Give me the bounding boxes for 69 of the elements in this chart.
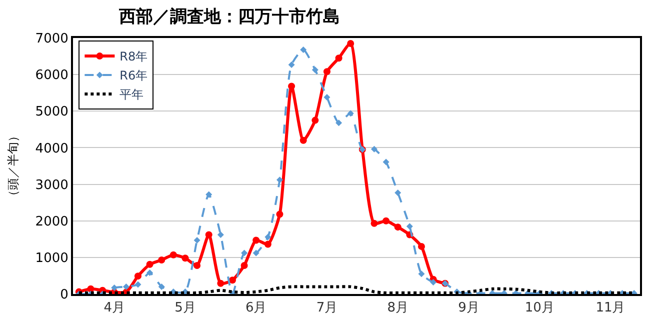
point: [205, 231, 212, 238]
y-tick-label: 7000: [35, 32, 68, 47]
point: [146, 270, 154, 276]
x-tick-label: 5月: [174, 300, 196, 316]
point: [276, 176, 283, 184]
point: [134, 272, 142, 280]
x-tick-label: 9月: [458, 300, 480, 316]
point: [134, 281, 142, 288]
y-tick-label: 1000: [35, 250, 68, 266]
point: [87, 285, 94, 292]
y-tick-label: 5000: [35, 104, 68, 120]
point: [370, 220, 378, 227]
point: [288, 82, 296, 90]
point: [276, 210, 284, 218]
point: [158, 283, 165, 290]
point: [300, 136, 307, 144]
point: [146, 260, 154, 268]
point: [252, 236, 260, 244]
y-tick-label: 2000: [35, 214, 68, 230]
point: [194, 262, 201, 269]
point: [418, 242, 425, 250]
x-tick-label: 7月: [316, 300, 338, 316]
point: [347, 40, 354, 47]
point: [382, 158, 390, 166]
point: [370, 146, 378, 152]
legend-label: 平年: [120, 88, 144, 102]
point: [418, 270, 425, 278]
point: [217, 280, 224, 287]
x-tick-label: 4月: [104, 300, 125, 316]
point: [252, 250, 260, 256]
point: [347, 110, 354, 117]
y-tick-label: 6000: [35, 68, 68, 84]
point: [111, 284, 118, 292]
point: [300, 46, 307, 53]
point: [228, 276, 236, 284]
point: [324, 94, 330, 100]
point: [241, 250, 248, 256]
point: [382, 217, 390, 224]
point: [170, 251, 177, 258]
point: [194, 236, 200, 244]
point: [394, 189, 402, 196]
point: [240, 262, 248, 269]
legend-label: R8年: [120, 50, 148, 64]
point: [206, 191, 212, 198]
point: [264, 234, 272, 240]
y-axis-title: （頭／半旬）: [6, 130, 20, 202]
point: [336, 120, 342, 126]
y-tick-label: 0: [60, 288, 68, 303]
point: [323, 68, 330, 76]
point: [430, 279, 437, 286]
x-tick-label: 11月: [596, 300, 626, 316]
point: [264, 240, 272, 248]
x-tick-label: 6月: [245, 300, 267, 316]
x-tick-label: 8月: [387, 300, 408, 316]
point: [288, 61, 295, 68]
point: [217, 232, 224, 238]
legend-label: R6年: [120, 68, 148, 83]
point: [122, 283, 130, 290]
point: [312, 66, 318, 74]
point: [335, 54, 342, 62]
point: [158, 256, 166, 264]
chart-title: 西部／調査地：四万十市竹島: [118, 6, 340, 27]
x-tick-label: 10月: [524, 300, 554, 316]
point: [182, 254, 189, 262]
point: [312, 116, 319, 124]
point: [406, 223, 413, 230]
y-tick-label: 3000: [35, 178, 68, 193]
y-tick-label: 4000: [35, 141, 68, 156]
point: [394, 224, 402, 231]
